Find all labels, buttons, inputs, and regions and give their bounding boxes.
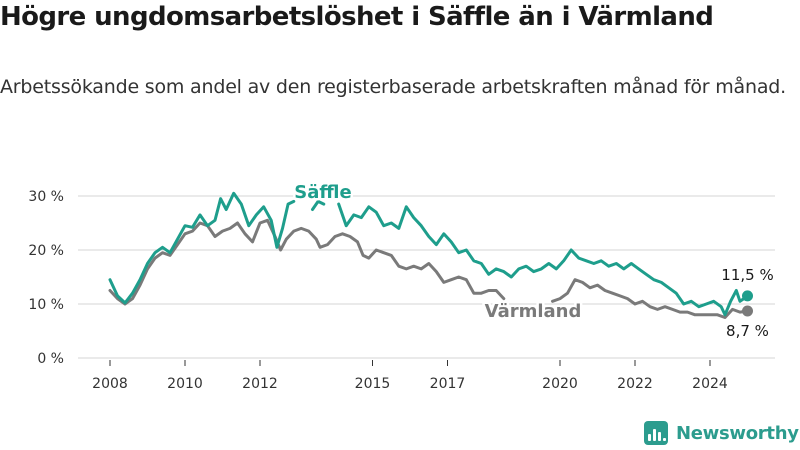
series-name-label: Säffle (294, 182, 351, 203)
endpoint-marker-varmland (742, 305, 753, 317)
x-tick-label: 2024 (692, 376, 728, 392)
x-tick-label: 2015 (355, 376, 391, 392)
newsworthy-logo-icon (644, 421, 668, 445)
chart-subtitle: Arbetssökande som andel av den registerb… (0, 76, 786, 98)
endpoint-marker-saffle (742, 290, 753, 302)
y-tick-label: 0 % (37, 351, 64, 367)
brand-logo: Newsworthy (644, 419, 799, 447)
y-tick-label: 10 % (28, 297, 64, 313)
x-tick-label: 2012 (242, 376, 278, 392)
x-tick-label: 2020 (542, 376, 578, 392)
end-value-label: 8,7 % (726, 322, 769, 340)
series-line-varmland (108, 218, 749, 319)
x-tick-label: 2010 (167, 376, 203, 392)
x-tick-label: 2008 (92, 376, 128, 392)
y-tick-label: 20 % (28, 243, 64, 259)
x-tick-label: 2022 (617, 376, 653, 392)
end-value-label: 11,5 % (721, 266, 773, 284)
series-line-saffle (108, 191, 749, 317)
series-name-label: Värmland (485, 301, 582, 322)
chart-title: Högre ungdomsarbetslöshet i Säffle än i … (0, 2, 714, 32)
x-tick-label: 2017 (430, 376, 466, 392)
y-tick-label: 30 % (28, 189, 64, 205)
brand-name: Newsworthy (676, 422, 799, 444)
